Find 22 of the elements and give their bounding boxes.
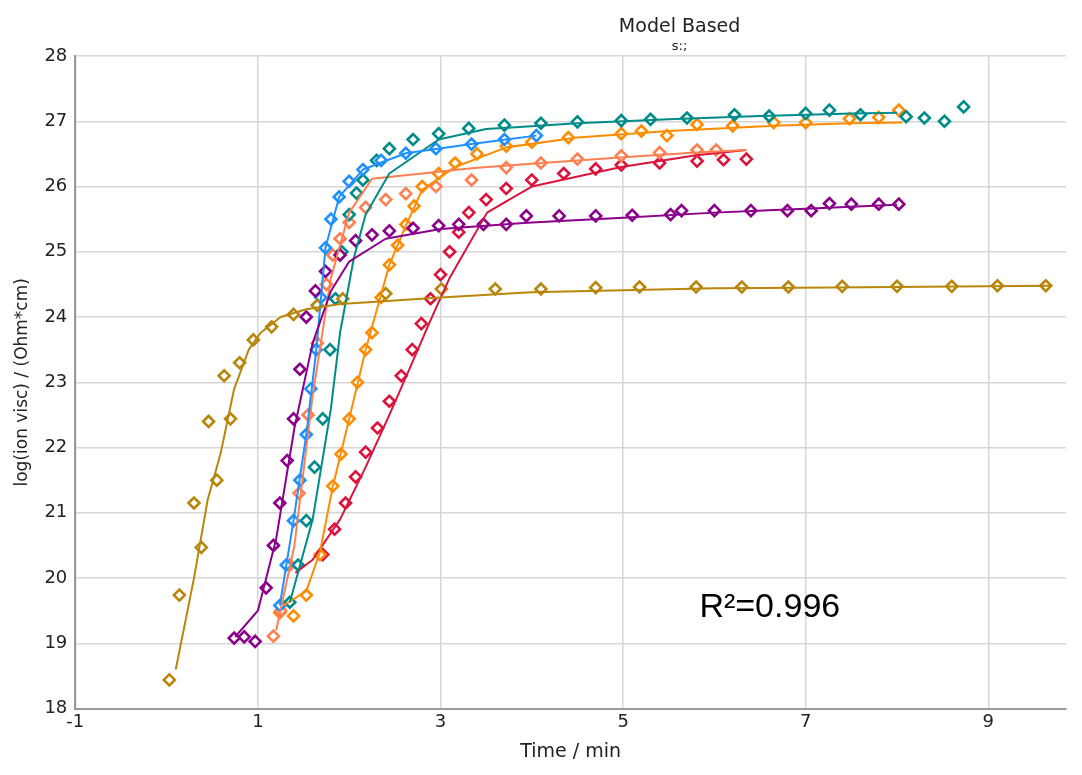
x-tick-label: 1 — [252, 710, 264, 732]
x-tick-label: 3 — [434, 710, 447, 732]
y-tick-label: 20 — [44, 565, 68, 587]
x-tick-label: 5 — [617, 710, 629, 732]
y-tick-label: 24 — [44, 304, 68, 326]
y-tick-label: 19 — [44, 631, 68, 653]
y-axis-title: log(ion visc) / (Ohm*cm) — [10, 278, 31, 487]
annotation: R²=0.996 — [699, 586, 841, 625]
x-tick-label: -1 — [66, 710, 85, 732]
x-axis-title: Time / min — [519, 738, 622, 761]
chart-title: Model Based — [618, 14, 741, 36]
y-tick-label: 18 — [44, 696, 68, 718]
y-tick-label: 21 — [44, 500, 68, 522]
y-tick-label: 25 — [44, 239, 68, 261]
y-tick-label: 26 — [44, 174, 68, 196]
chart-subtitle: s:; — [671, 38, 688, 53]
x-tick-label: 9 — [982, 710, 995, 732]
y-tick-label: 23 — [44, 369, 68, 391]
y-tick-label: 28 — [44, 43, 68, 65]
x-tick-label: 7 — [799, 710, 812, 732]
y-tick-label: 22 — [44, 435, 68, 457]
y-tick-label: 27 — [44, 108, 68, 130]
